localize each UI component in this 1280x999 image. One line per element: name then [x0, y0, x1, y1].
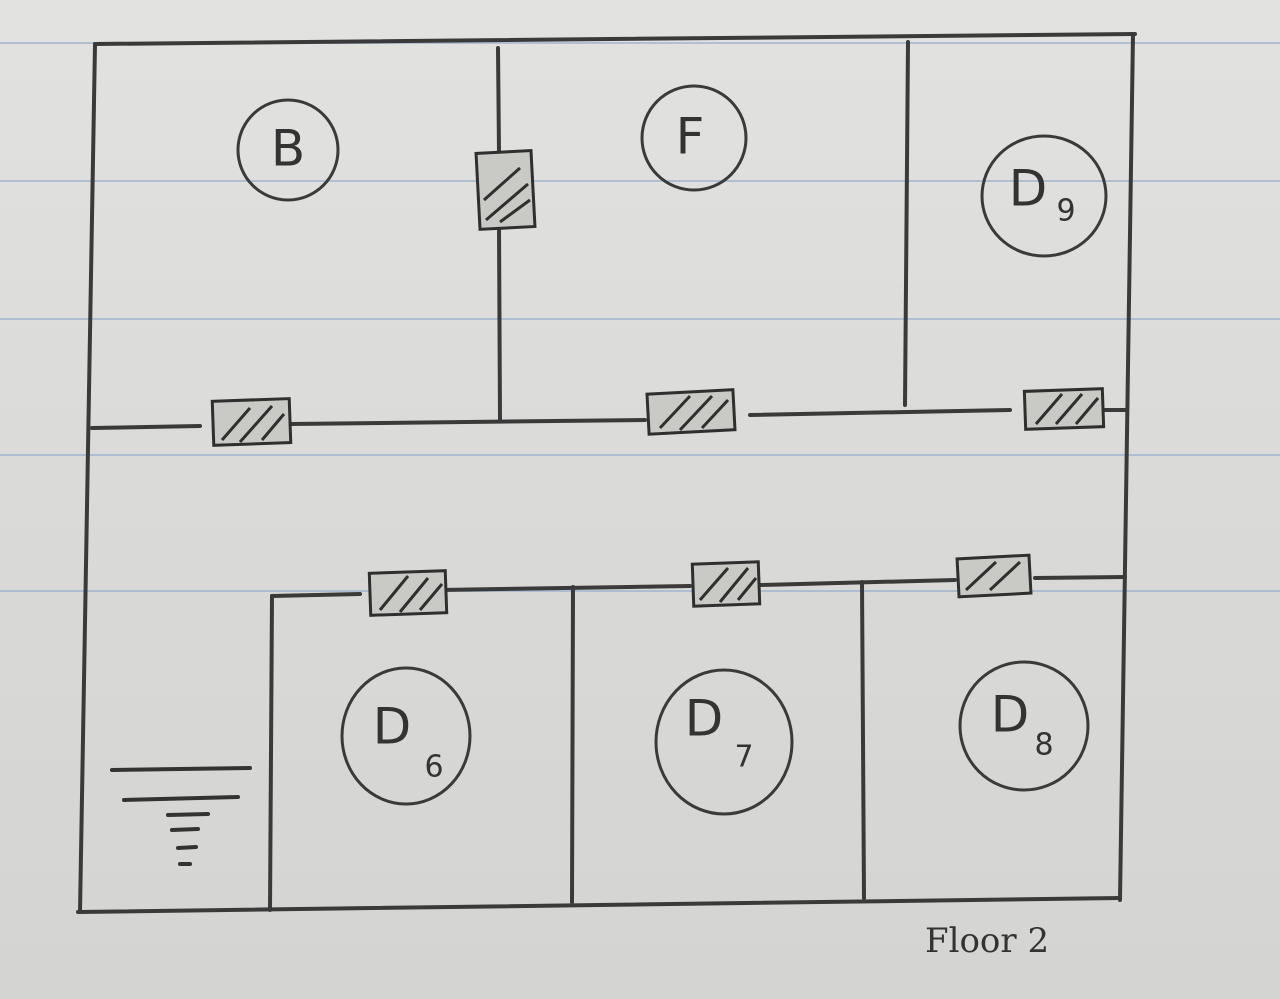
room-circle — [340, 666, 472, 806]
ruled-line — [0, 454, 1280, 456]
door — [210, 397, 293, 447]
room-d6: D 6 — [340, 666, 472, 806]
room-circle — [654, 668, 794, 816]
bottom-walls — [268, 575, 1127, 912]
room-d8-label: D — [991, 686, 1030, 744]
room-d6-subscript: 6 — [424, 750, 443, 785]
door — [1022, 387, 1106, 431]
ruled-line — [0, 318, 1280, 320]
room-d6-label: D — [373, 698, 412, 756]
ruled-line — [0, 590, 1280, 592]
room-b-label: B — [271, 120, 305, 178]
room-f-label: F — [676, 108, 705, 166]
door — [367, 569, 449, 617]
room-d7: D 7 — [654, 668, 794, 816]
ruled-line — [0, 180, 1280, 182]
door — [474, 149, 537, 231]
room-d8-subscript: 8 — [1034, 728, 1053, 763]
floor-label: Floor 2 — [925, 921, 1049, 961]
room-d9-label: D — [1009, 160, 1048, 218]
room-circle — [640, 84, 748, 192]
stairs-icon — [110, 766, 252, 866]
room-d7-label: D — [685, 690, 724, 748]
room-circle — [958, 660, 1090, 792]
room-f: F — [640, 84, 748, 192]
room-circle — [236, 98, 340, 202]
door — [955, 553, 1033, 599]
door — [690, 560, 762, 608]
room-d9: D 9 — [980, 134, 1108, 258]
outer-walls — [76, 32, 1137, 914]
room-d7-subscript: 7 — [734, 740, 753, 775]
top-walls — [90, 40, 1127, 430]
ruled-line — [0, 42, 1280, 44]
room-b: B — [236, 98, 340, 202]
room-d9-subscript: 9 — [1056, 194, 1075, 229]
room-d8: D 8 — [958, 660, 1090, 792]
door — [645, 388, 737, 436]
room-circle — [980, 134, 1108, 258]
